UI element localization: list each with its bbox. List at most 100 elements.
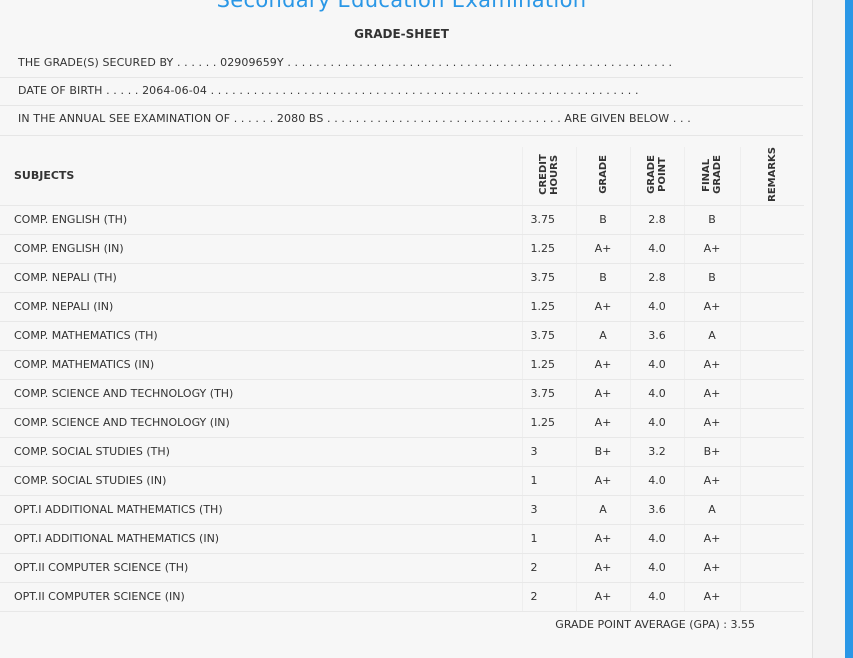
subject-cell: OPT.I ADDITIONAL MATHEMATICS (IN) (0, 524, 523, 554)
divider (0, 105, 803, 106)
grade-cell: A+ (576, 379, 631, 409)
subject-cell: COMP. ENGLISH (TH) (0, 205, 523, 235)
grades-table: SUBJECTS CREDIT HOURS GRADE GRADE POINT … (0, 147, 804, 612)
remarks-cell (740, 263, 804, 293)
credit-hours-cell: 1 (522, 466, 577, 496)
remarks-header: REMARKS (740, 147, 804, 206)
grade-cell: A+ (576, 408, 631, 438)
grade-cell: A+ (576, 292, 631, 322)
final-grade-cell: B+ (684, 437, 741, 467)
grade-point-cell: 4.0 (630, 379, 685, 409)
subject-cell: OPT.II COMPUTER SCIENCE (IN) (0, 582, 523, 612)
credit-hours-cell: 2 (522, 553, 577, 583)
remarks-cell (740, 292, 804, 322)
remarks-cell (740, 234, 804, 264)
scrollbar-accent[interactable] (845, 0, 853, 658)
credit-hours-cell: 1.25 (522, 292, 577, 322)
grade-sheet-title: GRADE-SHEET (354, 27, 449, 41)
final-grade-cell: B (684, 263, 741, 293)
final-grade-cell: B (684, 205, 741, 235)
table-header-row: SUBJECTS CREDIT HOURS GRADE GRADE POINT … (0, 147, 804, 206)
grade-point-cell: 3.6 (630, 495, 685, 525)
remarks-cell (740, 553, 804, 583)
table-row: OPT.I ADDITIONAL MATHEMATICS (IN) 1 A+ 4… (0, 524, 804, 554)
grade-point-cell: 4.0 (630, 466, 685, 496)
grade-point-header: GRADE POINT (630, 147, 685, 206)
secured-by-line: THE GRADE(S) SECURED BY . . . . . . 0290… (18, 56, 673, 69)
subject-cell: COMP. SCIENCE AND TECHNOLOGY (TH) (0, 379, 523, 409)
subject-cell: COMP. ENGLISH (IN) (0, 234, 523, 264)
final-grade-cell: A (684, 321, 741, 351)
remarks-cell (740, 205, 804, 235)
final-grade-cell: A+ (684, 234, 741, 264)
grade-point-cell: 4.0 (630, 524, 685, 554)
remarks-cell (740, 350, 804, 380)
credit-hours-cell: 3 (522, 437, 577, 467)
remarks-cell (740, 408, 804, 438)
grade-cell: A+ (576, 553, 631, 583)
final-grade-cell: A+ (684, 524, 741, 554)
final-grade-cell: A+ (684, 379, 741, 409)
subject-cell: COMP. SOCIAL STUDIES (TH) (0, 437, 523, 467)
subject-cell: COMP. SCIENCE AND TECHNOLOGY (IN) (0, 408, 523, 438)
credit-hours-cell: 1 (522, 524, 577, 554)
grade-cell: A+ (576, 466, 631, 496)
grade-point-cell: 4.0 (630, 553, 685, 583)
grade-point-cell: 4.0 (630, 292, 685, 322)
final-grade-cell: A+ (684, 582, 741, 612)
final-grade-cell: A+ (684, 350, 741, 380)
final-grade-cell: A+ (684, 408, 741, 438)
grade-cell: A+ (576, 350, 631, 380)
table-row: OPT.I ADDITIONAL MATHEMATICS (TH) 3 A 3.… (0, 495, 804, 525)
exam-year-line: IN THE ANNUAL SEE EXAMINATION OF . . . .… (18, 112, 691, 125)
credit-hours-header: CREDIT HOURS (522, 147, 577, 206)
grade-cell: B (576, 205, 631, 235)
divider (0, 77, 803, 78)
remarks-cell (740, 321, 804, 351)
grade-point-cell: 3.6 (630, 321, 685, 351)
table-row: COMP. NEPALI (TH) 3.75 B 2.8 B (0, 263, 804, 293)
table-row: COMP. ENGLISH (IN) 1.25 A+ 4.0 A+ (0, 234, 804, 264)
table-row: OPT.II COMPUTER SCIENCE (TH) 2 A+ 4.0 A+ (0, 553, 804, 583)
subject-cell: OPT.I ADDITIONAL MATHEMATICS (TH) (0, 495, 523, 525)
remarks-cell (740, 495, 804, 525)
remarks-cell (740, 379, 804, 409)
remarks-cell (740, 582, 804, 612)
table-row: COMP. SCIENCE AND TECHNOLOGY (IN) 1.25 A… (0, 408, 804, 438)
exam-title: Secondary Education Examination (216, 0, 587, 12)
grade-cell: B+ (576, 437, 631, 467)
table-row: COMP. SOCIAL STUDIES (IN) 1 A+ 4.0 A+ (0, 466, 804, 496)
credit-hours-cell: 1.25 (522, 408, 577, 438)
table-row: COMP. ENGLISH (TH) 3.75 B 2.8 B (0, 205, 804, 235)
final-grade-cell: A (684, 495, 741, 525)
subject-cell: OPT.II COMPUTER SCIENCE (TH) (0, 553, 523, 583)
table-row: COMP. MATHEMATICS (TH) 3.75 A 3.6 A (0, 321, 804, 351)
final-grade-cell: A+ (684, 292, 741, 322)
grade-point-cell: 4.0 (630, 408, 685, 438)
grade-point-cell: 4.0 (630, 234, 685, 264)
credit-hours-cell: 3.75 (522, 205, 577, 235)
grade-cell: B (576, 263, 631, 293)
grade-point-cell: 2.8 (630, 205, 685, 235)
credit-hours-cell: 1.25 (522, 234, 577, 264)
credit-hours-cell: 3 (522, 495, 577, 525)
grade-cell: A (576, 495, 631, 525)
credit-hours-cell: 3.75 (522, 321, 577, 351)
final-grade-cell: A+ (684, 466, 741, 496)
date-of-birth-line: DATE OF BIRTH . . . . . 2064-06-04 . . .… (18, 84, 639, 97)
grade-header: GRADE (576, 147, 631, 206)
credit-hours-cell: 2 (522, 582, 577, 612)
subject-cell: COMP. MATHEMATICS (IN) (0, 350, 523, 380)
grade-sheet-panel: Secondary Education Examination GRADE-SH… (0, 0, 813, 658)
grade-cell: A (576, 321, 631, 351)
subjects-header: SUBJECTS (0, 147, 523, 206)
table-row: COMP. NEPALI (IN) 1.25 A+ 4.0 A+ (0, 292, 804, 322)
final-grade-cell: A+ (684, 553, 741, 583)
credit-hours-cell: 3.75 (522, 263, 577, 293)
table-row: OPT.II COMPUTER SCIENCE (IN) 2 A+ 4.0 A+ (0, 582, 804, 612)
final-grade-header: FINAL GRADE (684, 147, 741, 206)
remarks-cell (740, 524, 804, 554)
subject-cell: COMP. SOCIAL STUDIES (IN) (0, 466, 523, 496)
grade-cell: A+ (576, 524, 631, 554)
grade-cell: A+ (576, 234, 631, 264)
